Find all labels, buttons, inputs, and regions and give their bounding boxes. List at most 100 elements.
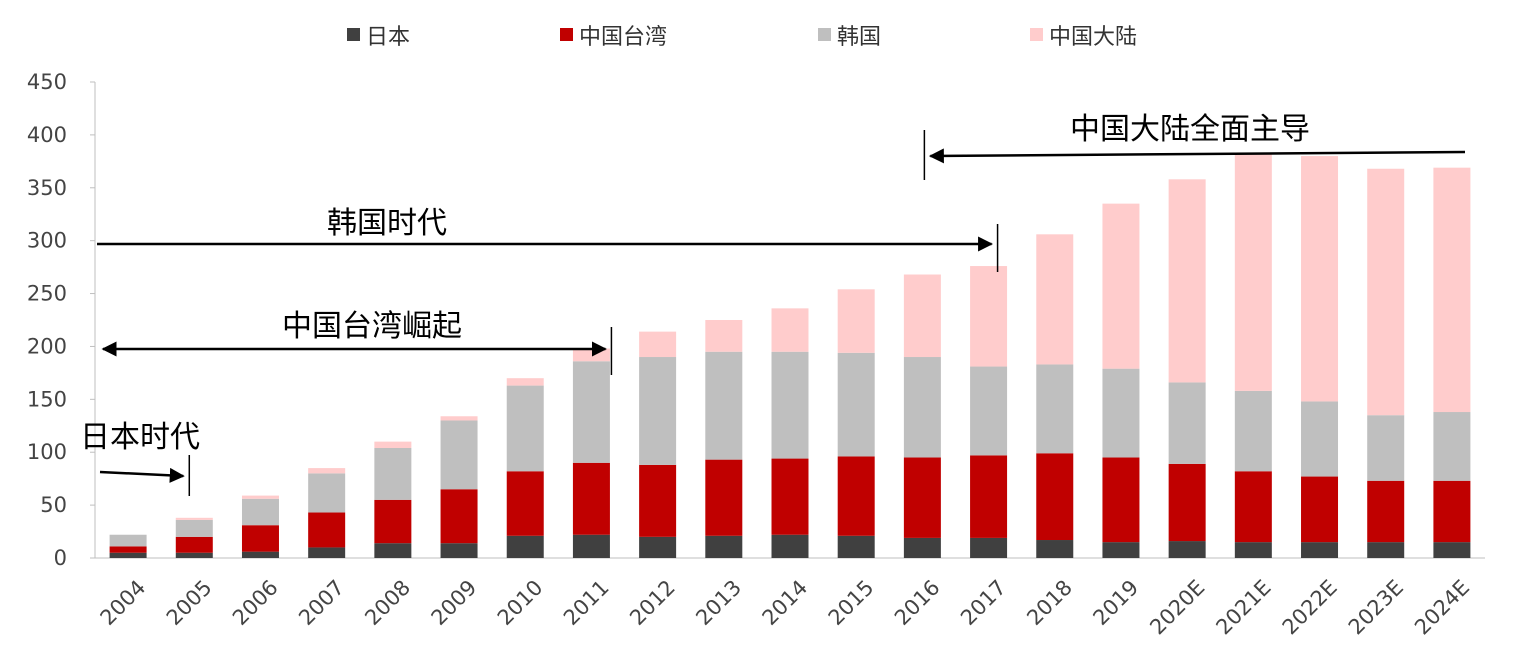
bar-segment-series-1-2019 xyxy=(1102,457,1140,543)
bar-segment-series-3-2005 xyxy=(175,517,213,520)
x-tick-label: 2019 xyxy=(1088,575,1143,630)
annotation-label-3: 中国大陆全面主导 xyxy=(1070,112,1310,147)
bar-segment-series-3-2011 xyxy=(572,348,610,362)
bar-segment-series-2-2020E xyxy=(1168,382,1206,464)
bar-segment-series-1-2013 xyxy=(705,459,743,536)
x-tick-label: 2014 xyxy=(758,575,813,630)
bar-segment-series-2-2008 xyxy=(374,447,412,500)
bar-segment-series-1-2024E xyxy=(1433,480,1471,543)
bar-segment-series-2-2019 xyxy=(1102,368,1140,458)
bar-segment-series-1-2020E xyxy=(1168,463,1206,542)
x-tick-label: 2012 xyxy=(625,575,680,630)
legend-label-3: 中国大陆 xyxy=(1049,25,1137,50)
bar-segment-series-0-2016 xyxy=(903,537,941,558)
bar-segment-series-2-2004 xyxy=(109,534,147,547)
bar-segment-series-1-2007 xyxy=(308,512,346,548)
bar-segment-series-1-2011 xyxy=(572,462,610,535)
bar-segment-series-2-2015 xyxy=(837,352,875,457)
legend-label-1: 中国台湾 xyxy=(579,25,667,50)
annotation-arrow-3 xyxy=(928,148,1466,164)
x-tick-label: 2021E xyxy=(1211,575,1275,639)
annotation-label-2: 韩国时代 xyxy=(327,206,447,241)
bar-segment-series-1-2017 xyxy=(970,455,1008,538)
y-tick-label: 250 xyxy=(27,282,67,306)
bar-segment-series-3-2024E xyxy=(1433,167,1471,413)
bar-segment-series-2-2022E xyxy=(1301,401,1339,477)
bar-segment-series-3-2019 xyxy=(1102,203,1140,369)
legend-swatch-1 xyxy=(560,28,573,41)
bar-segment-series-1-2015 xyxy=(837,456,875,536)
bar-segment-series-2-2011 xyxy=(572,361,610,463)
bar-segment-series-0-2005 xyxy=(175,552,213,558)
bar-segment-series-2-2014 xyxy=(771,351,809,459)
bar-segment-series-1-2004 xyxy=(109,546,147,553)
bar-segment-series-0-2022E xyxy=(1301,542,1339,558)
bar-segment-series-0-2012 xyxy=(639,536,677,558)
bar-segment-series-2-2009 xyxy=(440,420,478,490)
x-tick-label: 2006 xyxy=(228,575,283,630)
bar-segment-series-3-2012 xyxy=(639,331,677,358)
bar-segment-series-0-2009 xyxy=(440,543,478,558)
x-tick-label: 2023E xyxy=(1344,575,1408,639)
bar-segment-series-0-2020E xyxy=(1168,541,1206,558)
bar-segment-series-1-2012 xyxy=(639,464,677,537)
bar-segment-series-0-2010 xyxy=(506,535,544,558)
y-axis: 0 50 100 150 200 250 300 350 400 450 xyxy=(27,70,96,570)
bar-segment-series-0-2014 xyxy=(771,534,809,558)
bar-segment-series-1-2010 xyxy=(506,471,544,536)
bar-segment-series-2-2012 xyxy=(639,357,677,465)
bar-segment-series-0-2004 xyxy=(109,552,147,558)
bar-segment-series-2-2005 xyxy=(175,519,213,537)
x-tick-label: 2013 xyxy=(691,575,746,630)
x-tick-label: 2010 xyxy=(493,575,548,630)
bar-segment-series-3-2008 xyxy=(374,441,412,448)
bar-segment-series-1-2018 xyxy=(1036,453,1074,541)
y-tick-label: 150 xyxy=(27,387,67,411)
legend-label-2: 韩国 xyxy=(837,25,881,50)
bar-segment-series-1-2006 xyxy=(241,525,279,552)
y-tick-label: 200 xyxy=(27,334,67,358)
bar-segment-series-3-2017 xyxy=(970,266,1008,367)
bars xyxy=(109,153,1471,558)
bar-segment-series-1-2021E xyxy=(1234,471,1272,543)
x-tick-label: 2005 xyxy=(162,575,217,630)
x-tick-label: 2009 xyxy=(427,575,482,630)
bar-segment-series-2-2018 xyxy=(1036,364,1074,454)
bar-segment-series-3-2018 xyxy=(1036,234,1074,365)
bar-segment-series-1-2005 xyxy=(175,536,213,553)
legend-swatch-2 xyxy=(818,28,831,41)
x-tick-label: 2007 xyxy=(294,575,349,630)
legend: 日本 中国台湾 韩国 中国大陆 xyxy=(347,25,1137,50)
y-tick-label: 400 xyxy=(27,123,67,147)
legend-label-0: 日本 xyxy=(366,25,410,50)
bar-segment-series-2-2024E xyxy=(1433,412,1471,481)
bar-segment-series-0-2021E xyxy=(1234,542,1272,558)
y-tick-label: 100 xyxy=(27,440,67,464)
x-tick-label: 2016 xyxy=(890,575,945,630)
x-tick-label: 2015 xyxy=(824,575,879,630)
x-tick-label: 2020E xyxy=(1145,575,1209,639)
bar-segment-series-0-2024E xyxy=(1433,542,1471,558)
y-tick-label: 50 xyxy=(40,493,67,517)
annotation-label-1: 中国台湾崛起 xyxy=(282,309,462,344)
bar-segment-series-3-2015 xyxy=(837,289,875,353)
y-tick-label: 450 xyxy=(27,70,67,94)
bar-segment-series-3-2022E xyxy=(1301,156,1339,402)
y-tick-label: 0 xyxy=(54,546,67,570)
bar-segment-series-2-2007 xyxy=(308,473,346,513)
bar-segment-series-1-2023E xyxy=(1367,480,1405,543)
bar-segment-series-3-2023E xyxy=(1367,168,1405,416)
x-tick-label: 2024E xyxy=(1410,575,1474,639)
annotations: 日本时代 中国台湾崛起 韩国时代 中国大陆全面主导 xyxy=(80,112,1466,496)
bar-segment-series-2-2010 xyxy=(506,385,544,472)
x-tick-label: 2011 xyxy=(559,575,614,630)
bar-segment-series-1-2022E xyxy=(1301,476,1339,543)
bar-segment-series-3-2014 xyxy=(771,308,809,352)
bar-segment-series-3-2021E xyxy=(1234,153,1272,391)
annotation-arrow-0 xyxy=(99,467,185,483)
x-tick-label: 2022E xyxy=(1278,575,1342,639)
bar-segment-series-1-2014 xyxy=(771,458,809,535)
y-tick-label: 300 xyxy=(27,229,67,253)
bar-segment-series-0-2008 xyxy=(374,543,412,558)
